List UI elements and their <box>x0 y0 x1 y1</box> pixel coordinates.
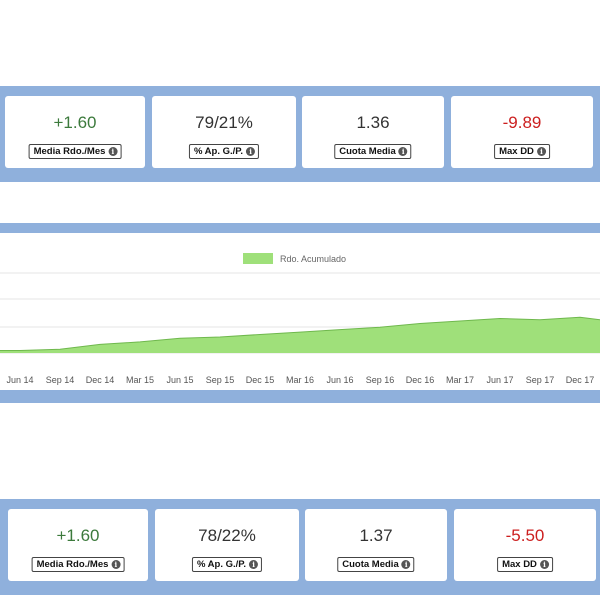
stat-label: % Ap. G./P. <box>196 559 247 570</box>
x-tick-label: Jun 14 <box>6 375 33 385</box>
info-icon[interactable]: i <box>246 147 256 156</box>
stat-label: % Ap. G./P. <box>193 146 244 157</box>
stat-label-box[interactable]: Max DD i <box>497 557 553 572</box>
stat-card-win-loss: 78/22% % Ap. G./P. i <box>155 509 299 581</box>
stats-band-bottom: +1.60 Media Rdo./Mes i 78/22% % Ap. G./P… <box>0 499 600 595</box>
stat-value: 1.37 <box>359 526 393 545</box>
stat-value: -5.50 <box>505 526 545 545</box>
stat-label-box[interactable]: % Ap. G./P. i <box>188 144 260 159</box>
stat-card-avg-month: +1.60 Media Rdo./Mes i <box>5 96 145 168</box>
stat-label: Media Rdo./Mes <box>33 146 106 157</box>
cumulative-area[interactable] <box>0 317 600 353</box>
x-tick-label: Mar 17 <box>446 375 474 385</box>
stat-card-avg-odds: 1.37 Cuota Media i <box>305 509 447 581</box>
stat-label-box[interactable]: Max DD i <box>494 144 550 159</box>
x-tick-label: Sep 17 <box>526 375 555 385</box>
chart-legend[interactable]: Rdo. Acumulado <box>243 253 346 264</box>
stat-card-max-dd: -5.50 Max DD i <box>454 509 596 581</box>
info-icon[interactable]: i <box>539 560 549 569</box>
stat-value: 79/21% <box>195 113 253 132</box>
stat-label-box[interactable]: Cuota Media i <box>334 144 412 159</box>
info-icon[interactable]: i <box>108 147 118 156</box>
info-icon[interactable]: i <box>249 560 259 569</box>
x-tick-label: Jun 15 <box>166 375 193 385</box>
stat-label-box[interactable]: Media Rdo./Mes i <box>31 557 125 572</box>
stat-card-avg-odds: 1.36 Cuota Media i <box>302 96 444 168</box>
x-tick-label: Mar 16 <box>286 375 314 385</box>
legend-label: Rdo. Acumulado <box>280 254 346 264</box>
stat-label-box[interactable]: % Ap. G./P. i <box>191 557 263 572</box>
stat-value: 1.36 <box>356 113 390 132</box>
x-tick-label: Dec 16 <box>406 375 435 385</box>
x-tick-label: Mar 15 <box>126 375 154 385</box>
stat-label: Media Rdo./Mes <box>36 559 109 570</box>
stat-card-avg-month: +1.60 Media Rdo./Mes i <box>8 509 148 581</box>
x-tick-label: Dec 15 <box>246 375 275 385</box>
x-tick-label: Sep 16 <box>366 375 395 385</box>
stat-card-win-loss: 79/21% % Ap. G./P. i <box>152 96 296 168</box>
stat-value: -9.89 <box>502 113 542 132</box>
stat-label: Cuota Media <box>339 146 396 157</box>
cumulative-line <box>0 316 600 351</box>
x-tick-label: Jun 17 <box>486 375 513 385</box>
chart-area-layer <box>0 316 600 353</box>
legend-swatch <box>243 253 273 264</box>
stat-value: +1.60 <box>56 526 100 545</box>
x-axis-ticks: Jun 14 Sep 14 Dec 14 Mar 15 Jun 15 Sep 15 Dec … <box>6 375 594 385</box>
info-icon[interactable]: i <box>111 560 121 569</box>
info-icon[interactable]: i <box>401 560 411 569</box>
stat-card-max-dd: -9.89 Max DD i <box>451 96 593 168</box>
info-icon[interactable]: i <box>398 147 408 156</box>
stat-value: +1.60 <box>53 113 97 132</box>
chart-band: Rdo. Acumulado Jun 14 Sep 14 Dec 14 Mar 15 J… <box>0 223 600 403</box>
x-tick-label: Sep 15 <box>206 375 235 385</box>
stat-label: Cuota Media <box>342 559 399 570</box>
x-tick-label: Dec 17 <box>566 375 595 385</box>
chart-panel: Rdo. Acumulado Jun 14 Sep 14 Dec 14 Mar 15 J… <box>0 233 600 390</box>
x-tick-label: Jun 16 <box>326 375 353 385</box>
stats-band-top: +1.60 Media Rdo./Mes i 79/21% % Ap. G./P… <box>0 86 600 182</box>
stat-label: Max DD <box>502 559 537 570</box>
stat-label: Max DD <box>499 146 534 157</box>
info-icon[interactable]: i <box>536 147 546 156</box>
stat-label-box[interactable]: Media Rdo./Mes i <box>28 144 122 159</box>
x-tick-label: Dec 14 <box>86 375 115 385</box>
cumulative-result-chart: Rdo. Acumulado Jun 14 Sep 14 Dec 14 Mar 15 J… <box>0 253 600 385</box>
x-tick-label: Sep 14 <box>46 375 75 385</box>
stat-value: 78/22% <box>198 526 256 545</box>
stat-label-box[interactable]: Cuota Media i <box>337 557 415 572</box>
